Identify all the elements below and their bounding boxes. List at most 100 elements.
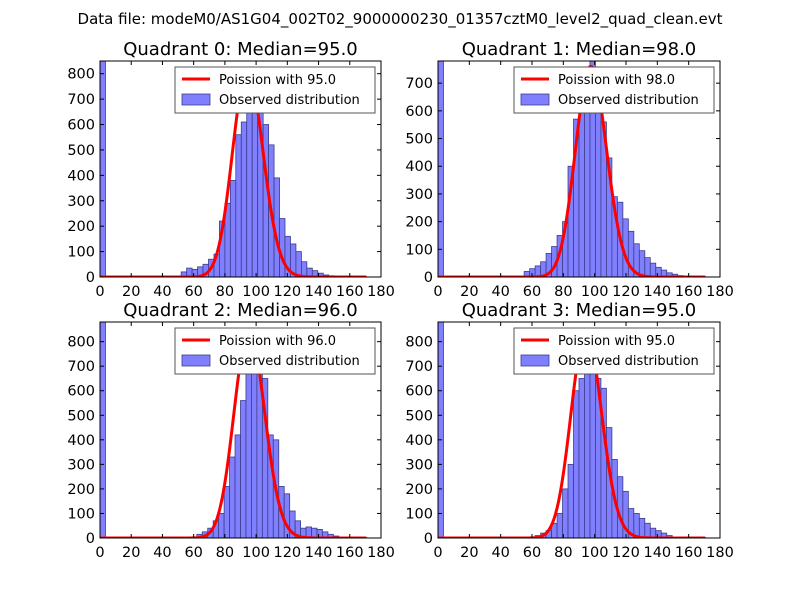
legend-curve-label: Poission with 98.0 bbox=[558, 73, 675, 88]
histogram-bar bbox=[584, 346, 591, 538]
x-tick-label: 40 bbox=[491, 545, 509, 561]
histogram-bar bbox=[100, 322, 106, 538]
y-tick-label: 600 bbox=[405, 104, 433, 120]
x-tick-label: 100 bbox=[242, 284, 270, 300]
histogram-bar bbox=[279, 218, 286, 277]
y-tick-label: 700 bbox=[405, 359, 433, 375]
histogram-bar bbox=[638, 517, 646, 538]
x-tick-label: 120 bbox=[273, 545, 301, 561]
x-tick-label: 180 bbox=[367, 284, 395, 300]
y-tick-label: 500 bbox=[405, 408, 433, 424]
histogram-bar bbox=[245, 358, 252, 538]
plot-data bbox=[438, 61, 706, 277]
y-tick-label: 100 bbox=[405, 506, 433, 522]
legend-bars-label: Observed distribution bbox=[558, 93, 699, 108]
x-tick-label: 40 bbox=[153, 284, 171, 300]
histogram-bar bbox=[638, 250, 646, 277]
legend-bar-swatch bbox=[181, 354, 211, 367]
x-tick-label: 40 bbox=[491, 284, 509, 300]
y-tick-label: 400 bbox=[67, 433, 95, 449]
y-tick-label: 200 bbox=[405, 215, 433, 231]
y-tick-label: 600 bbox=[405, 384, 433, 400]
y-tick-label: 500 bbox=[67, 143, 95, 159]
x-tick-label: 20 bbox=[122, 284, 140, 300]
x-tick-label: 80 bbox=[216, 284, 234, 300]
histogram-bar bbox=[283, 493, 291, 538]
y-tick-label: 700 bbox=[67, 92, 95, 108]
axes-frame bbox=[99, 60, 382, 278]
x-tick-label: 20 bbox=[460, 545, 478, 561]
x-tick-label: 0 bbox=[433, 284, 442, 300]
y-tick-label: 100 bbox=[67, 506, 95, 522]
x-tick-label: 180 bbox=[706, 284, 734, 300]
y-tick-label: 300 bbox=[67, 194, 95, 210]
legend: Poission with 96.0 Observed distribution bbox=[174, 327, 376, 375]
histogram-bar bbox=[300, 261, 308, 277]
plot-data bbox=[100, 61, 367, 277]
axes-frame bbox=[437, 60, 721, 278]
histogram-bar bbox=[567, 463, 574, 538]
x-tick-label: 140 bbox=[643, 545, 671, 561]
x-tick-label: 120 bbox=[273, 284, 301, 300]
x-tick-label: 180 bbox=[367, 545, 395, 561]
x-tick-label: 140 bbox=[305, 545, 333, 561]
x-tick-label: 60 bbox=[523, 545, 541, 561]
legend-bars-label: Observed distribution bbox=[219, 93, 360, 108]
histogram-bar bbox=[240, 121, 248, 277]
histogram-bar bbox=[578, 104, 585, 277]
subplot-quadrant-2: 0 20 40 60 80 100 120 140 160 1800100200300400500… bbox=[67, 300, 395, 561]
x-tick-label: 20 bbox=[460, 284, 478, 300]
y-tick-label: 0 bbox=[424, 270, 433, 286]
x-tick-label: 120 bbox=[612, 545, 640, 561]
y-tick-label: 600 bbox=[67, 384, 95, 400]
y-tick-label: 0 bbox=[86, 270, 95, 286]
x-tick-label: 140 bbox=[643, 284, 671, 300]
legend: Poission with 95.0 Observed distribution bbox=[174, 66, 376, 114]
legend-bar-swatch bbox=[181, 93, 211, 106]
histogram-bar bbox=[578, 378, 585, 538]
y-tick-label: 400 bbox=[67, 168, 95, 184]
histogram-bar bbox=[251, 101, 259, 277]
legend-curve-label: Poission with 96.0 bbox=[219, 334, 336, 349]
x-tick-label: 0 bbox=[433, 545, 442, 561]
legend: Poission with 98.0 Observed distribution bbox=[513, 66, 715, 114]
x-tick-label: 160 bbox=[336, 545, 364, 561]
x-tick-label: 160 bbox=[675, 284, 703, 300]
y-tick-label: 800 bbox=[67, 67, 95, 83]
legend-bar-swatch bbox=[520, 354, 550, 367]
y-tick-label: 100 bbox=[67, 245, 95, 261]
y-tick-label: 200 bbox=[67, 219, 95, 235]
x-tick-label: 160 bbox=[675, 545, 703, 561]
y-tick-label: 400 bbox=[405, 433, 433, 449]
subplot-title: Quadrant 0: Median=95.0 bbox=[123, 39, 358, 60]
legend: Poission with 95.0 Observed distribution bbox=[513, 327, 715, 375]
y-tick-label: 300 bbox=[405, 187, 433, 203]
histogram-bar bbox=[649, 262, 657, 277]
y-tick-label: 500 bbox=[405, 132, 433, 148]
subplot-title: Quadrant 2: Median=96.0 bbox=[123, 300, 358, 321]
x-tick-label: 100 bbox=[242, 545, 270, 561]
histogram-bar bbox=[438, 322, 444, 538]
histogram-bar bbox=[240, 400, 247, 538]
histogram-bar bbox=[234, 434, 241, 538]
x-tick-label: 40 bbox=[153, 545, 171, 561]
histogram-bar bbox=[235, 134, 242, 277]
subplot-quadrant-1: 0 20 40 60 80 100 120 140 160 1800100200300400500… bbox=[405, 39, 734, 300]
legend-bars-label: Observed distribution bbox=[219, 354, 360, 369]
y-tick-label: 700 bbox=[67, 359, 95, 375]
x-tick-label: 0 bbox=[95, 545, 104, 561]
histogram-bar bbox=[644, 257, 651, 277]
y-tick-label: 300 bbox=[405, 457, 433, 473]
y-tick-label: 300 bbox=[67, 457, 95, 473]
histogram-bar bbox=[573, 390, 580, 538]
y-tick-label: 200 bbox=[405, 482, 433, 498]
histogram-bar bbox=[100, 61, 106, 277]
x-tick-label: 20 bbox=[122, 545, 140, 561]
x-tick-label: 80 bbox=[554, 284, 572, 300]
x-tick-label: 60 bbox=[184, 284, 202, 300]
x-tick-label: 100 bbox=[581, 284, 609, 300]
histogram-bar bbox=[295, 251, 302, 277]
y-tick-label: 400 bbox=[405, 159, 433, 175]
legend-bar-swatch bbox=[520, 93, 550, 106]
y-tick-label: 800 bbox=[67, 335, 95, 351]
